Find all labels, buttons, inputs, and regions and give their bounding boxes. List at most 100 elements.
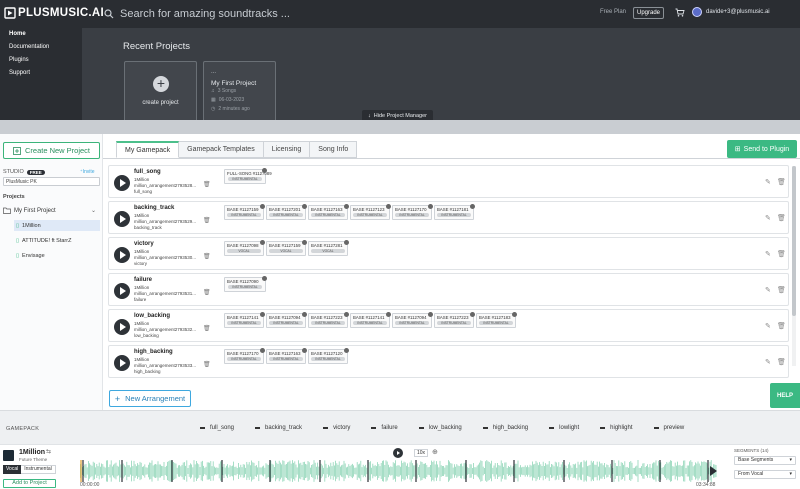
segment-chip[interactable]: FULL-SONG #1127089 INSTRUMENTAL [224,168,272,184]
edit-icon[interactable]: ✎ [765,251,771,258]
edit-icon[interactable]: ✎ [765,359,771,366]
remove-segment-icon[interactable] [344,204,349,209]
play-button[interactable] [393,448,403,458]
upgrade-button[interactable]: Upgrade [633,7,665,19]
gamepack-item[interactable]: highlight [600,425,632,431]
segment-chip[interactable]: BASE #1127159 INSTRUMENTAL [224,204,265,220]
vocal-instrumental-toggle[interactable]: Vocal Instrumental [3,465,56,474]
remove-segment-icon[interactable] [470,204,475,209]
arrangement-row[interactable]: victory 1Million million_arrangement279353… [108,237,789,270]
segment-chip[interactable]: BASE #1127141 INSTRUMENTAL [350,312,391,328]
segment-chip[interactable]: BASE #1127094 INSTRUMENTAL [266,312,307,328]
arrangement-row[interactable]: low_backing 1Million million_arrangement27… [108,309,789,342]
add-to-project-button[interactable]: Add to Project [3,479,56,488]
gamepack-item[interactable]: high_backing [483,425,528,431]
remove-segment-icon[interactable] [302,312,307,317]
arrangement-row[interactable]: failure 1Million million_arrangement279353… [108,273,789,306]
edit-icon[interactable]: ✎ [765,179,771,186]
gamepack-item[interactable]: lowlight [549,425,579,431]
gamepack-item[interactable]: victory [323,425,350,431]
remove-segment-icon[interactable] [344,348,349,353]
segment-chip[interactable]: BASE #1127123 INSTRUMENTAL [350,204,391,220]
gamepack-item[interactable]: backing_track [255,425,302,431]
remove-segment-icon[interactable] [302,348,307,353]
arrangement-row[interactable]: full_song 1Million million_arrangement2793… [108,165,789,198]
trash-icon[interactable]: 🗑 [203,182,211,188]
remove-segment-icon[interactable] [302,240,307,245]
trash-icon[interactable]: 🗑 [203,290,211,296]
tab-licensing[interactable]: Licensing [263,141,311,158]
remove-segment-icon[interactable] [260,204,265,209]
segment-chip[interactable]: BASE #1127120 INSTRUMENTAL [308,348,349,364]
vocal-toggle[interactable]: Vocal [3,465,22,474]
segment-chip[interactable]: BASE #1127170 INSTRUMENTAL [224,348,265,364]
remove-segment-icon[interactable] [260,312,265,317]
tab-gamepack-templates[interactable]: Gamepack Templates [179,141,264,158]
nav-plugins[interactable]: Plugins [9,57,29,63]
sidebar-item-1million[interactable]: ▯ 1Million [14,220,100,231]
edit-icon[interactable]: ✎ [765,287,771,294]
share-icon[interactable]: ⇆ [46,449,52,455]
delete-icon[interactable]: 🗑 [777,323,786,330]
zoom-icon[interactable]: ⊕ [432,449,438,456]
edit-icon[interactable]: ✎ [765,323,771,330]
create-new-project-button[interactable]: Create New Project [3,142,100,159]
cart-icon[interactable] [675,8,685,17]
search-input[interactable]: Search for amazing soundtracks ... [120,8,290,20]
segment-chip[interactable]: BASE #1127181 INSTRUMENTAL [434,204,475,220]
help-button[interactable]: HELP [770,383,800,408]
segment-chip[interactable]: BASE #1127090 INSTRUMENTAL [224,276,267,292]
remove-segment-icon[interactable] [344,240,349,245]
tab-song-info[interactable]: Song Info [310,141,358,158]
delete-icon[interactable]: 🗑 [777,287,786,294]
waveform[interactable] [80,460,717,482]
remove-segment-icon[interactable] [260,348,265,353]
remove-segment-icon[interactable] [512,312,517,317]
remove-segment-icon[interactable] [386,204,391,209]
nav-documentation[interactable]: Documentation [9,44,50,50]
remove-segment-icon[interactable] [470,312,475,317]
user-email[interactable]: davide+3@plusmusic.ai [706,9,770,15]
delete-icon[interactable]: 🗑 [777,179,786,186]
play-button[interactable] [114,319,130,335]
arrangement-row[interactable]: backing_track 1Million million_arrangement… [108,201,789,234]
chevron-down-icon[interactable]: ⌄ [90,208,96,214]
logo[interactable]: PLUSMUSIC.AI [4,7,104,19]
segment-chip[interactable]: BASE #1127201 INSTRUMENTAL [266,204,307,220]
scrollbar[interactable] [792,166,796,366]
send-to-plugin-button[interactable]: ⊞ Send to Plugin [727,140,797,158]
gamepack-item[interactable]: preview [654,425,685,431]
play-button[interactable] [114,355,130,371]
delete-icon[interactable]: 🗑 [777,359,786,366]
edit-icon[interactable]: ✎ [765,215,771,222]
remove-segment-icon[interactable] [428,204,433,209]
new-arrangement-button[interactable]: + New Arrangement [109,390,191,407]
segment-chip[interactable]: BASE #1127094 INSTRUMENTAL [392,312,433,328]
remove-segment-icon[interactable] [344,312,349,317]
studio-select[interactable]: PlusMusic PK [3,177,100,186]
trash-icon[interactable]: 🗑 [203,326,211,332]
remove-segment-icon[interactable] [428,312,433,317]
nav-home[interactable]: Home [9,31,26,37]
trash-icon[interactable]: 🗑 [203,362,211,368]
sidebar-item-attitude[interactable]: ▯ ATTITUDE! ft StarrZ [14,235,100,246]
play-button[interactable] [114,283,130,299]
more-icon[interactable]: ... [211,69,217,75]
avatar[interactable] [692,7,702,17]
remove-segment-icon[interactable] [302,204,307,209]
segment-chip[interactable]: BASE #1127170 INSTRUMENTAL [392,204,433,220]
segment-chip[interactable]: BASE #1127159 VOCAL [266,240,307,256]
nav-support[interactable]: Support [9,70,31,76]
remove-segment-icon[interactable] [260,240,265,245]
segment-chip[interactable]: BASE #1127223 INSTRUMENTAL [308,312,349,328]
play-button[interactable] [114,175,130,191]
source-select[interactable]: From Vocal ▾ [734,470,796,479]
gamepack-item[interactable]: failure [371,425,397,431]
segment-chip[interactable]: BASE #1127281 VOCAL [308,240,349,256]
create-project-card[interactable]: + create project [124,61,197,123]
search-bar[interactable]: Search for amazing soundtracks ... [104,8,290,20]
hide-project-manager-button[interactable]: ↓ Hide Project Manager [362,110,433,121]
arrangement-row[interactable]: high_backing 1Million million_arrangement2… [108,345,789,378]
play-button[interactable] [114,247,130,263]
segment-chip[interactable]: BASE #1127163 INSTRUMENTAL [266,348,307,364]
